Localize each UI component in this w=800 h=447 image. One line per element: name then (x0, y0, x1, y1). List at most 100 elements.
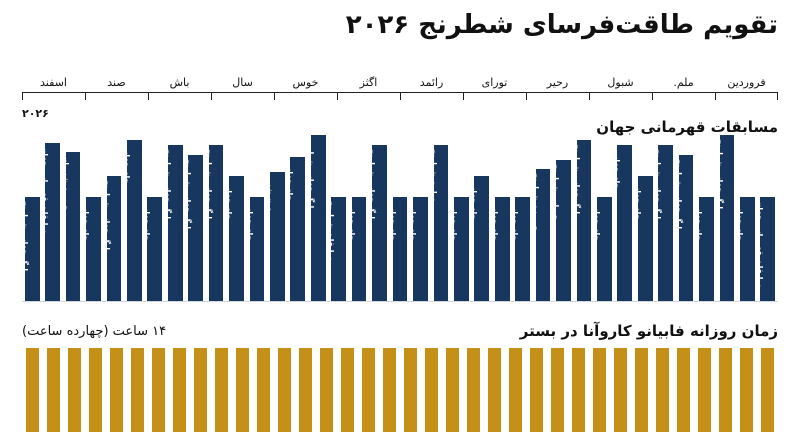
hour-bar (487, 348, 502, 432)
chart-title: تقویم طاقت‌فرسای شطرنج ۲۰۲۶ (345, 10, 779, 40)
month-label: تورای (481, 76, 508, 89)
month-tick (22, 92, 23, 100)
match-bar: لیگ جهانی شطرنج (719, 134, 735, 301)
month-label: صند (107, 76, 126, 89)
month-tick (463, 92, 464, 100)
match-bar: جام جهانی (617, 145, 633, 301)
hour-bar (592, 348, 607, 432)
match-bar: جام جهانی (229, 176, 244, 301)
match-bar: لیگ جهانی شطرب (310, 134, 326, 301)
match-bar: لیگ جهانی شطرنج (167, 145, 183, 301)
hour-bar (277, 348, 292, 432)
hour-bar (550, 348, 565, 432)
year-label: ۲۰۲۶ (22, 107, 49, 120)
month-label: سال (232, 76, 253, 89)
month-label: باش (169, 76, 190, 89)
hour-bar (25, 348, 40, 432)
hour-bar (613, 348, 628, 432)
month-tick (652, 92, 653, 100)
match-bar: لیگ جهانی شطرنج (658, 145, 673, 301)
month-tick (400, 92, 401, 100)
hour-bar (235, 348, 250, 432)
hour-bar (67, 348, 82, 432)
match-bar: جیرانی شطرنج (556, 159, 571, 301)
hour-bar (529, 348, 544, 432)
month-label: ملم. (673, 76, 694, 89)
hour-bar (172, 348, 187, 432)
match-bar: جام جهانی (474, 176, 490, 301)
hour-bar (151, 348, 166, 432)
month-label: رائمد (419, 76, 444, 89)
hour-bar (382, 348, 397, 432)
match-bar: جام جهانی (86, 197, 101, 301)
hour-bar (130, 348, 145, 432)
month-label: خوس (292, 76, 319, 89)
month-label: فروردین (727, 76, 766, 89)
match-bar: جام جهانی (249, 197, 265, 301)
month-tick (85, 92, 86, 100)
hour-bar (466, 348, 481, 432)
match-bar: جام جهانی (290, 157, 306, 301)
hour-bar (424, 348, 439, 432)
match-bar: جام جهانی (596, 197, 612, 301)
month-axis (22, 92, 778, 100)
match-bar: ترن شنبر (270, 172, 285, 301)
match-bar: لیگ جهانی شطرنج (372, 145, 387, 301)
match-bar: جیورت شنبوان (65, 152, 81, 301)
match-bar: جام جهانی (739, 197, 755, 301)
match-baseline (22, 301, 778, 302)
month-label: اگثز (359, 76, 378, 89)
hour-bar (256, 348, 271, 432)
month-tick (715, 92, 716, 100)
match-bar: جام جهانی (453, 197, 469, 301)
month-label: اسفند (40, 76, 67, 89)
match-bar: جام جهانی (637, 176, 653, 301)
hour-bar (676, 348, 691, 432)
hour-bar (634, 348, 649, 432)
match-bar: جام جهانی (515, 197, 530, 301)
month-tick (777, 92, 778, 100)
month-tick (211, 92, 212, 100)
month-tick (526, 92, 527, 100)
month-tick (337, 92, 338, 100)
hour-bar (340, 348, 355, 432)
match-bar: جام جهانی (494, 197, 510, 301)
hour-bar (760, 348, 775, 432)
hour-bar (445, 348, 460, 432)
hour-bar (697, 348, 712, 432)
hour-bar (739, 348, 754, 432)
match-bar: لیگ جهانی شطرنج (678, 155, 694, 301)
hour-bar (403, 348, 418, 432)
match-bar: مسابقات قهرمانی جهان (760, 197, 776, 301)
match-bar: لیگ جهانی شطرنج (576, 139, 592, 301)
match-bar: مسارت شطرنج (433, 145, 449, 301)
match-bar: جام جهانی (413, 197, 428, 301)
hour-bar (109, 348, 124, 432)
hour-bar (655, 348, 670, 432)
match-bar: جیورنت شطرنج (535, 168, 551, 301)
hour-bar (361, 348, 376, 432)
hours-title: زمان روزانه فابیانو کاروآنا در بستر (519, 322, 778, 340)
match-bar: لیگ جهانی شطرنج (106, 176, 122, 301)
month-label: شبول (607, 76, 634, 89)
month-label: رحیر (546, 76, 569, 89)
hour-bar (298, 348, 313, 432)
match-bar: مسابقات شطرنج (331, 197, 347, 301)
hour-bar (571, 348, 586, 432)
month-tick (274, 92, 275, 100)
hour-bar (718, 348, 733, 432)
match-bar: لیگ جهانی شطرنج (24, 197, 40, 301)
hours-note: ۱۴ ساعت (چهارده ساعت) (22, 324, 167, 339)
match-bar: لیگ جهانی شطرنج (188, 155, 204, 301)
month-tick (589, 92, 590, 100)
match-bar: جام جهانی (127, 139, 142, 301)
matches-label: مسابقات قهرمانی جهان (596, 118, 778, 136)
hour-bar (193, 348, 208, 432)
hour-bar (214, 348, 229, 432)
month-tick (148, 92, 149, 100)
match-bar: مسابقات قهرمانی جهان (45, 142, 60, 301)
hour-bar (508, 348, 523, 432)
